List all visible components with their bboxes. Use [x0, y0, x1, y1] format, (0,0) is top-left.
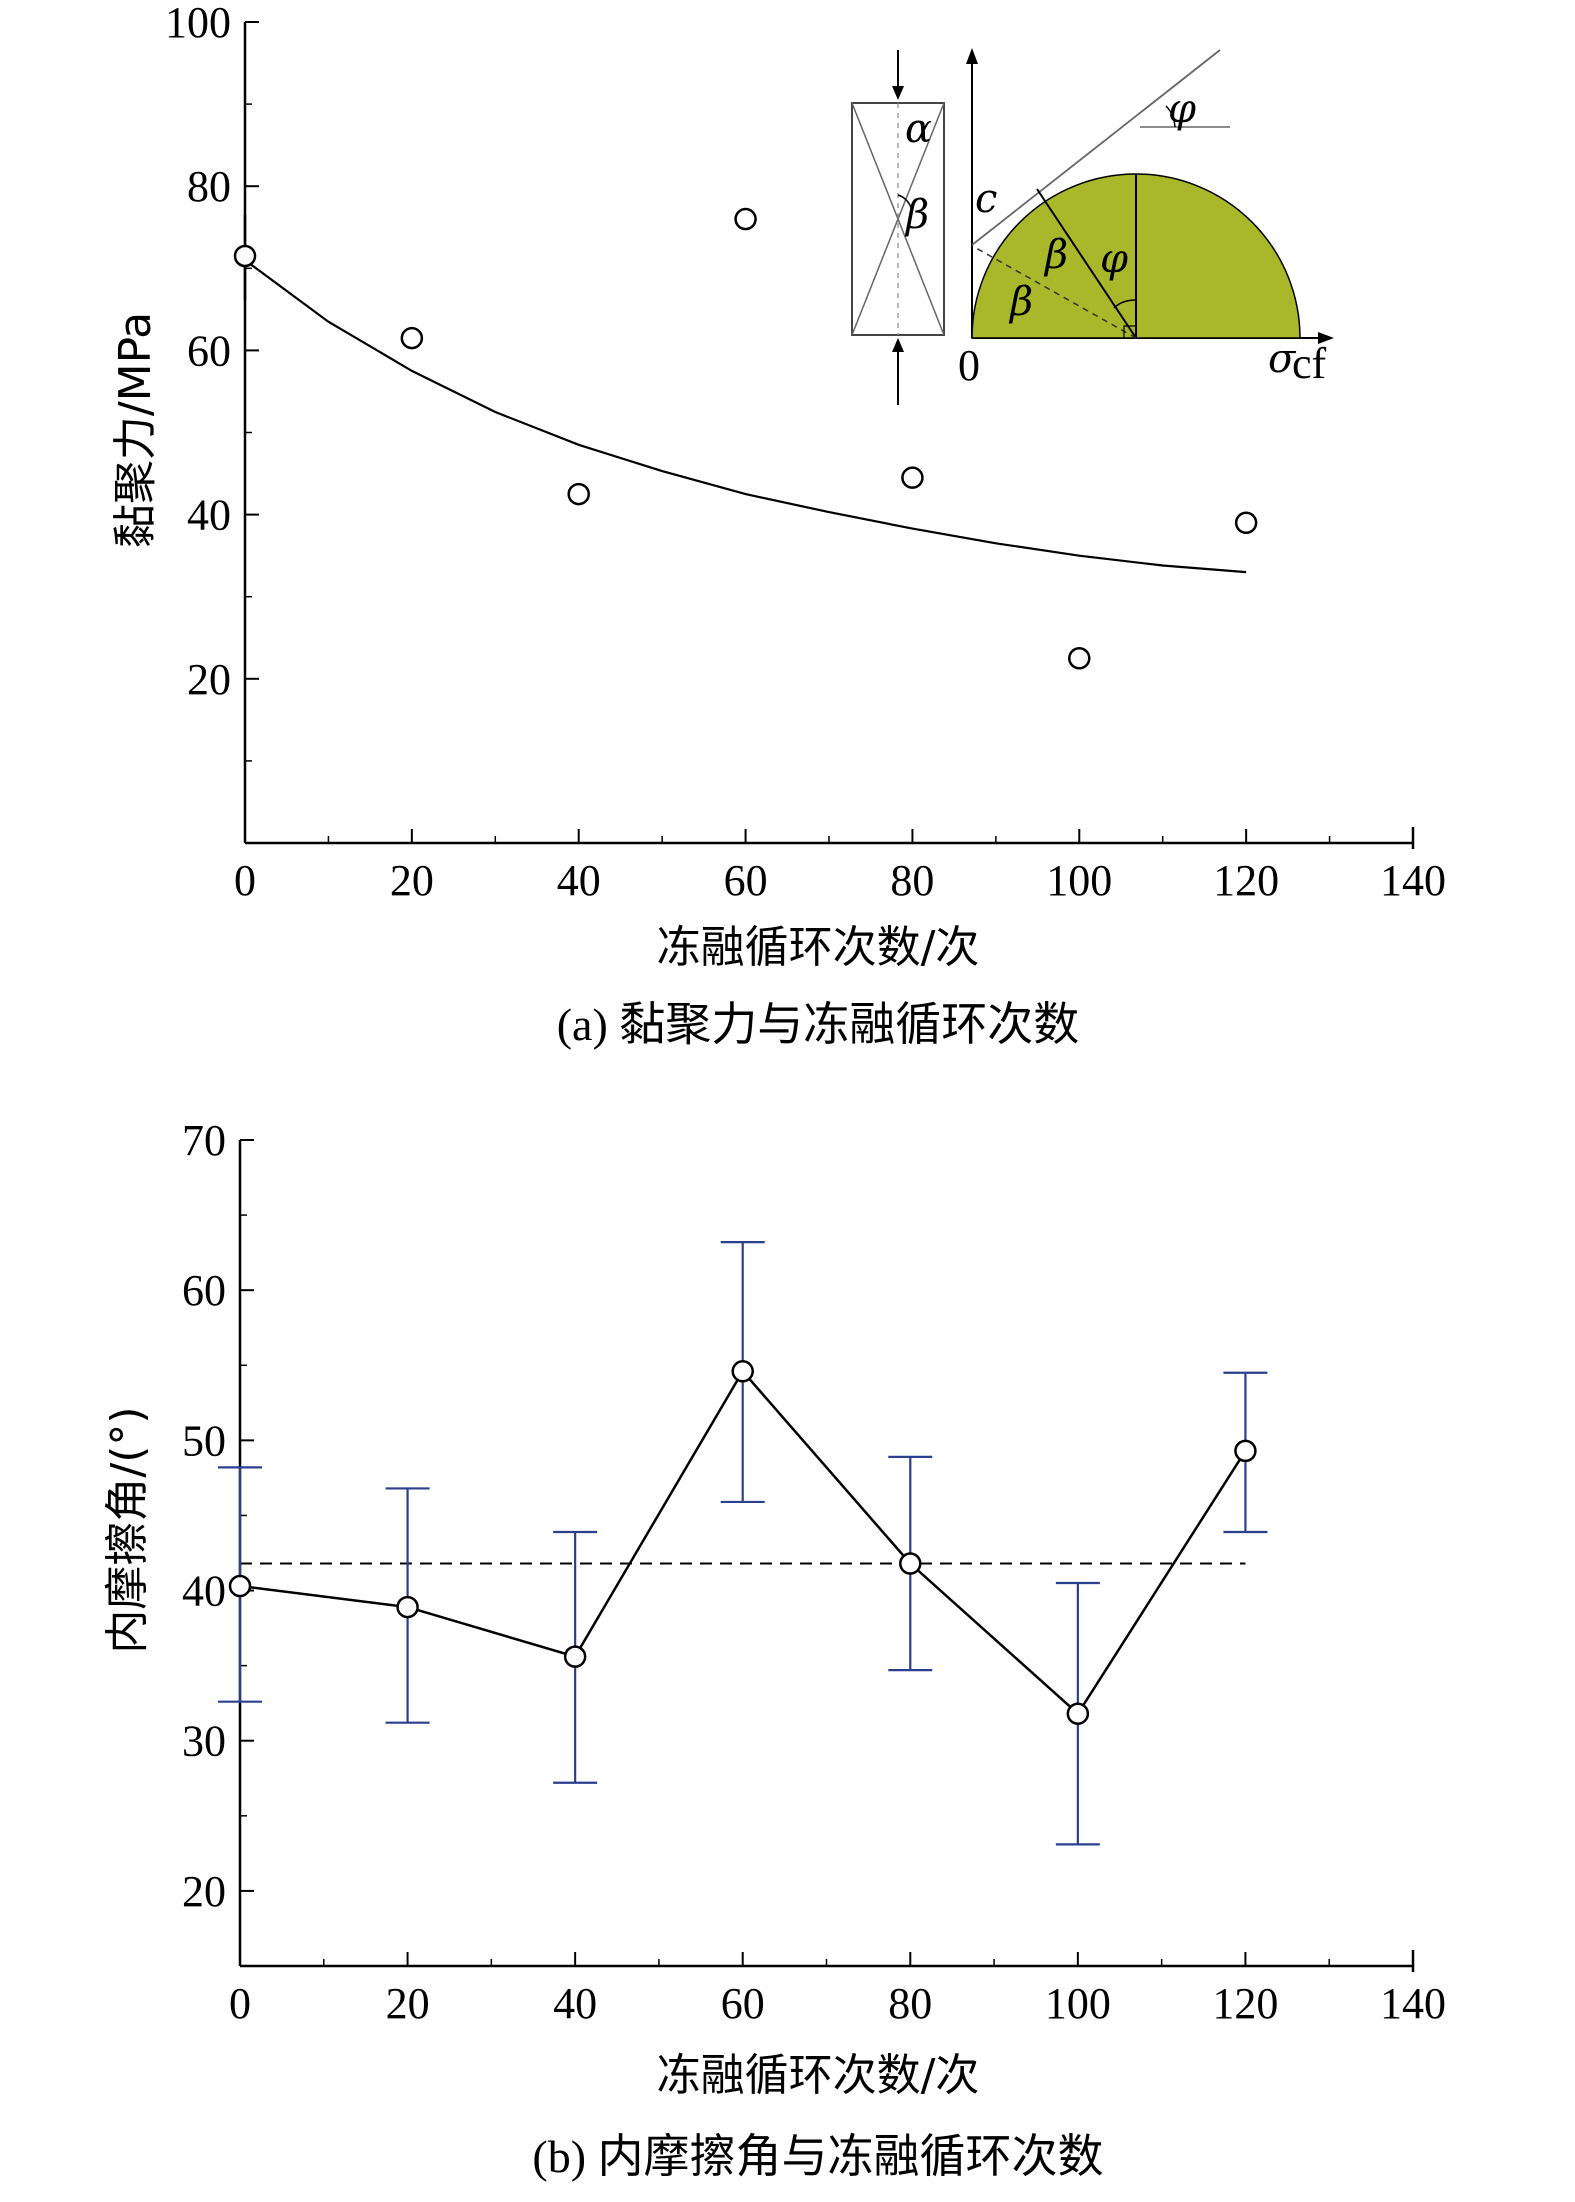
- axes-b: [238, 1140, 1415, 1972]
- data-point: [1234, 511, 1258, 535]
- x-ticks-a: 0 20 40 60 80 100 120 140: [234, 829, 1446, 905]
- data-points-b: [228, 1360, 1257, 1725]
- inset-tau-arrowhead: [966, 48, 978, 64]
- phi-label-top: φ: [1168, 86, 1196, 132]
- y-tick-label: 60: [187, 326, 231, 375]
- sigma-label: σ: [1268, 336, 1297, 382]
- beta-arc-specimen: [897, 194, 913, 211]
- alpha-label: α: [905, 106, 932, 152]
- fit-curve-path: [244, 259, 1247, 574]
- beta-label-lower: β: [1008, 279, 1033, 325]
- y-tick-label: 30: [182, 1717, 226, 1766]
- x-tick-label: 80: [890, 856, 934, 905]
- data-point: [901, 466, 924, 489]
- data-point: [396, 1595, 419, 1619]
- sigma-subscript: cf: [1292, 339, 1327, 388]
- x-tick-label: 40: [553, 1979, 597, 2028]
- dashed-radius: [975, 247, 1137, 339]
- c-label: c: [975, 176, 997, 222]
- data-point: [400, 326, 424, 350]
- y-axis-title-a: 黏聚力/MPa: [110, 312, 161, 548]
- data-point: [228, 1574, 252, 1598]
- beta-label-upper: β: [1043, 232, 1068, 278]
- y-tick-label: 60: [182, 1266, 226, 1315]
- y-ticks-b: 20 30 40 50 60 70: [182, 1116, 254, 1916]
- inset-origin-label: 0: [958, 341, 980, 390]
- right-angle-mark: [1123, 325, 1136, 338]
- data-point: [1066, 1702, 1090, 1725]
- y-tick-label: 40: [182, 1567, 226, 1616]
- x-tick-label: 20: [386, 1979, 430, 2028]
- phi-label-center: φ: [1100, 236, 1128, 282]
- chart-friction-angle: 0 20 40 60 80 100 120 140 20 30 40 50 60 70 冻融循环次数/次…: [102, 1116, 1446, 2182]
- phi-arc: [1165, 105, 1176, 128]
- x-tick-label: 120: [1213, 856, 1279, 905]
- y-axis-title-b: 内摩擦角/(°): [102, 1406, 153, 1653]
- x-axis-title-b: 冻融循环次数/次: [657, 2050, 980, 2101]
- y-tick-label: 80: [187, 162, 231, 211]
- beta-label-specimen: β: [904, 192, 929, 238]
- fit-curve-a: [244, 259, 1247, 574]
- data-point: [1068, 647, 1091, 670]
- load-arrowhead-top: [892, 86, 904, 100]
- data-point: [734, 207, 757, 231]
- y-ticks-a: 20 40 60 80 100: [165, 0, 259, 762]
- specimen-diagonal: [851, 102, 945, 336]
- x-tick-label: 0: [229, 1979, 251, 2028]
- x-tick-label: 60: [724, 856, 768, 905]
- x-tick-label: 140: [1380, 856, 1446, 905]
- x-tick-label: 100: [1046, 856, 1112, 905]
- error-bars-b: [218, 1241, 1268, 1846]
- x-tick-label: 20: [390, 856, 434, 905]
- x-ticks-b: 0 20 40 60 80 100 120 140: [229, 1952, 1446, 2028]
- failure-envelope: [971, 49, 1221, 246]
- y-tick-label: 20: [187, 655, 231, 704]
- x-tick-label: 100: [1045, 1979, 1111, 2028]
- data-point: [731, 1360, 754, 1383]
- caption-b: (b) 内摩擦角与冻融循环次数: [532, 2131, 1103, 2182]
- data-point: [899, 1552, 922, 1575]
- x-tick-label: 0: [234, 856, 256, 905]
- data-points-a: [233, 207, 1258, 670]
- phi-arc-center: [1113, 299, 1137, 309]
- axes-a: [243, 22, 1415, 849]
- data-point: [1234, 1439, 1257, 1463]
- load-arrowhead-bottom: [892, 338, 904, 352]
- y-tick-label: 50: [182, 1416, 226, 1465]
- y-tick-label: 100: [165, 0, 231, 47]
- x-axis-title-a: 冻融循环次数/次: [657, 922, 980, 973]
- data-point: [233, 244, 257, 268]
- y-tick-label: 70: [182, 1116, 226, 1165]
- y-tick-label: 20: [182, 1867, 226, 1916]
- data-point: [567, 482, 590, 506]
- caption-a: (a) 黏聚力与冻融循环次数: [557, 999, 1080, 1050]
- radius-to-tangent: [1036, 188, 1137, 339]
- inset-sigma-arrowhead: [1318, 332, 1334, 344]
- x-tick-label: 60: [721, 1979, 765, 2028]
- y-tick-label: 40: [187, 491, 231, 540]
- data-point: [563, 1645, 587, 1668]
- x-tick-label: 120: [1212, 1979, 1278, 2028]
- x-tick-label: 80: [888, 1979, 932, 2028]
- x-tick-label: 140: [1380, 1979, 1446, 2028]
- inset-mohr-diagram: α β φ c β β φ 0 σ: [851, 48, 1334, 405]
- x-tick-label: 40: [557, 856, 601, 905]
